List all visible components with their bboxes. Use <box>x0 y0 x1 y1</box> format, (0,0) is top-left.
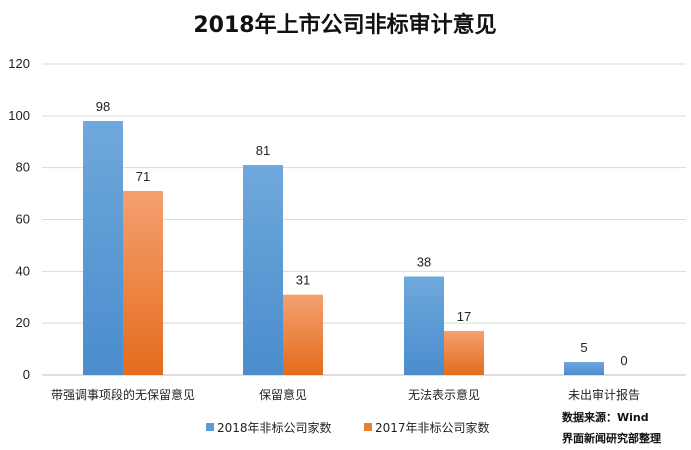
data-labels: 98 81 38 5 71 31 17 0 <box>96 99 628 368</box>
x-category-label-3: 未出审计报告 <box>568 387 640 402</box>
data-label-2017-cat-1: 31 <box>296 273 310 288</box>
legend-label-2018: 2018年非标公司家数 <box>217 420 332 435</box>
data-label-2018-cat-3: 5 <box>580 340 587 355</box>
y-tick-label-120: 120 <box>8 56 30 71</box>
data-label-2018-cat-1: 81 <box>256 143 270 158</box>
bar-2018-cat-1 <box>243 165 283 375</box>
legend-swatch-2017 <box>364 423 372 431</box>
y-axis-ticks: 0 20 40 60 80 100 120 <box>8 56 30 382</box>
data-source-note: 数据来源：Wind <box>562 410 649 424</box>
bar-2017-cat-0 <box>123 190 163 375</box>
data-label-2017-cat-2: 17 <box>457 309 471 324</box>
data-label-2018-cat-2: 38 <box>417 255 431 270</box>
data-label-2017-cat-0: 71 <box>136 169 150 184</box>
y-tick-label-0: 0 <box>23 367 30 382</box>
bar-2018-cat-2 <box>404 276 444 375</box>
y-tick-label-80: 80 <box>16 160 30 175</box>
y-tick-label-20: 20 <box>16 315 30 330</box>
chart-title: 2018年上市公司非标审计意见 <box>193 12 496 38</box>
bar-2018-cat-0 <box>83 121 123 376</box>
data-label-2018-cat-0: 98 <box>96 99 110 114</box>
x-category-label-2: 无法表示意见 <box>408 387 480 402</box>
x-category-label-0: 带强调事项段的无保留意见 <box>51 387 195 402</box>
x-category-label-1: 保留意见 <box>259 387 307 402</box>
legend: 2018年非标公司家数 2017年非标公司家数 <box>206 420 490 435</box>
x-axis-categories: 带强调事项段的无保留意见 保留意见 无法表示意见 未出审计报告 <box>51 387 640 402</box>
data-label-2017-cat-3: 0 <box>620 353 627 368</box>
legend-label-2017: 2017年非标公司家数 <box>375 420 490 435</box>
legend-swatch-2018 <box>206 423 214 431</box>
bar-2017-cat-2 <box>444 330 484 375</box>
y-tick-label-100: 100 <box>8 108 30 123</box>
compiler-note: 界面新闻研究部整理 <box>562 431 661 445</box>
y-tick-label-60: 60 <box>16 212 30 227</box>
bar-2018-cat-3 <box>564 362 604 375</box>
bars <box>83 121 604 376</box>
y-tick-label-40: 40 <box>16 263 30 278</box>
bar-2017-cat-1 <box>283 294 323 375</box>
